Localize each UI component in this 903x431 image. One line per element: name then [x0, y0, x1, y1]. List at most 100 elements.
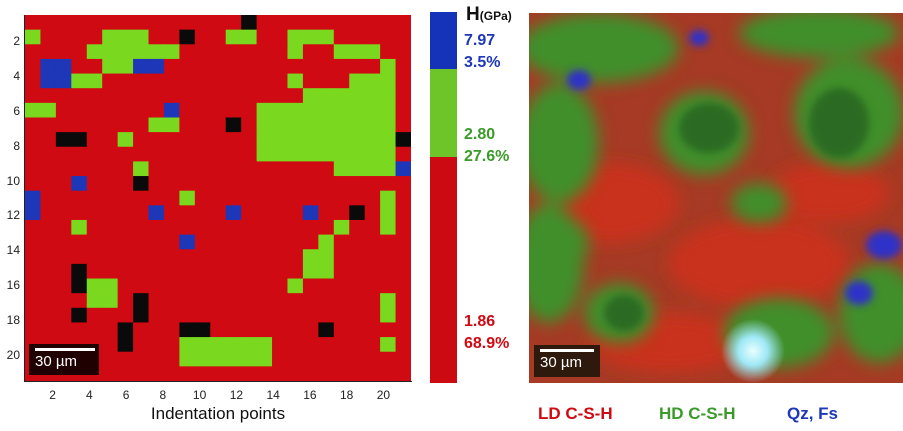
map-cell [210, 234, 227, 250]
map-cell [86, 249, 103, 265]
map-cell [25, 117, 42, 133]
map-cell [256, 278, 273, 294]
map-cell [302, 146, 319, 162]
x-tick-label: 18 [339, 388, 354, 402]
map-cell [163, 29, 180, 45]
map-cell [86, 205, 103, 221]
map-cell [395, 219, 411, 236]
map-cell [272, 102, 289, 119]
map-cell [349, 117, 366, 133]
map-cell [194, 190, 211, 206]
map-cell [117, 73, 134, 89]
map-cell [55, 161, 72, 177]
map-cell [55, 249, 72, 265]
map-cell [40, 73, 57, 89]
map-cell [148, 293, 165, 309]
map-cell [179, 132, 196, 148]
map-cell [364, 73, 381, 89]
map-cell [395, 146, 411, 162]
map-cell [333, 29, 350, 45]
map-cell [256, 205, 273, 221]
map-cell [333, 161, 350, 177]
map-cell [380, 234, 397, 250]
map-cell [194, 366, 211, 381]
map-cell [333, 249, 350, 265]
map-cell [194, 161, 211, 177]
map-cell [395, 249, 411, 265]
sem-micrograph [529, 13, 903, 383]
map-cell [380, 263, 397, 280]
map-cell [210, 322, 227, 338]
map-cell [133, 73, 150, 89]
map-cell [287, 58, 304, 75]
map-cell [117, 88, 134, 104]
map-cell [349, 176, 366, 192]
map-cell [71, 29, 88, 45]
map-cell [380, 366, 397, 381]
map-cell [256, 322, 273, 338]
map-cell [133, 102, 150, 119]
map-cell [256, 15, 273, 31]
map-cell [333, 117, 350, 133]
map-cell [102, 190, 119, 206]
blue-percent: 3.5% [464, 54, 501, 71]
map-cell [102, 249, 119, 265]
map-cell [25, 176, 42, 192]
map-cell [179, 58, 196, 75]
map-cell [148, 337, 165, 353]
map-cell [272, 249, 289, 265]
map-cell [318, 15, 335, 31]
map-cell [287, 307, 304, 324]
map-cell [287, 132, 304, 148]
map-cell [380, 102, 397, 119]
map-cell [55, 176, 72, 192]
map-cell [71, 205, 88, 221]
map-cell [163, 322, 180, 338]
map-cell [25, 322, 42, 338]
map-cell [272, 307, 289, 324]
map-cell [241, 234, 258, 250]
x-tick-label: 2 [49, 388, 56, 402]
map-cell [302, 366, 319, 381]
map-cell [40, 234, 57, 250]
x-tick-label: 10 [192, 388, 207, 402]
micro-scale-bar-label: 30 µm [540, 354, 582, 371]
map-cell [287, 44, 304, 60]
map-cell [272, 322, 289, 338]
map-cell [256, 44, 273, 60]
y-tick-label: 2 [13, 34, 20, 49]
map-cell [210, 263, 227, 280]
map-cell [117, 234, 134, 250]
map-cell [302, 88, 319, 104]
map-cell [287, 190, 304, 206]
map-cell [102, 219, 119, 236]
map-cell [117, 176, 134, 192]
map-cell [25, 58, 42, 75]
map-cell [287, 73, 304, 89]
map-cell [194, 29, 211, 45]
map-cell [287, 205, 304, 221]
map-cell [364, 58, 381, 75]
map-cell [163, 88, 180, 104]
map-cell [40, 146, 57, 162]
map-cell [25, 190, 42, 206]
map-cell [380, 132, 397, 148]
map-cell [148, 366, 165, 381]
map-cell [349, 146, 366, 162]
map-cell [40, 263, 57, 280]
map-cell [194, 234, 211, 250]
map-cell [117, 278, 134, 294]
map-cell [25, 44, 42, 60]
map-cell [364, 278, 381, 294]
map-cell [55, 88, 72, 104]
map-cell [25, 102, 42, 119]
map-cell [194, 88, 211, 104]
map-cell [133, 190, 150, 206]
map-cell [194, 58, 211, 75]
map-cell [302, 15, 319, 31]
map-cell [287, 263, 304, 280]
map-cell [86, 102, 103, 119]
map-cell [272, 29, 289, 45]
map-cell [364, 29, 381, 45]
map-cell [210, 88, 227, 104]
